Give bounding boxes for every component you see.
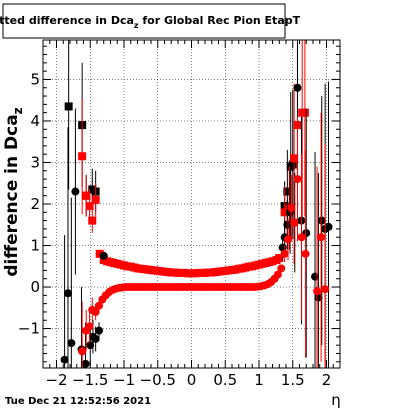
- x-tick-label: −1: [113, 371, 135, 389]
- data-point-square: [88, 216, 97, 225]
- data-point-circle: [287, 204, 296, 213]
- svg-text:Fitted difference in Dcaz for: Fitted difference in Dcaz for Global Rec…: [0, 14, 301, 30]
- data-point-circle: [71, 187, 80, 196]
- data-point-circle: [277, 264, 286, 273]
- data-point-square: [95, 249, 104, 258]
- data-point-square: [300, 108, 309, 117]
- data-point-circle: [321, 285, 330, 294]
- data-point-circle: [283, 220, 292, 229]
- y-tick-label: 2: [30, 195, 40, 213]
- svg-text:difference in Dcaz: difference in Dcaz: [2, 107, 25, 276]
- x-tick-label: 2: [322, 371, 332, 389]
- data-point-circle: [317, 216, 326, 225]
- data-point-square: [78, 152, 87, 161]
- data-point-circle: [297, 233, 306, 242]
- data-point-square: [283, 187, 292, 196]
- data-point-circle: [67, 339, 76, 348]
- y-axis-label-sub: z: [11, 107, 25, 114]
- y-tick-label: 5: [30, 70, 40, 88]
- x-axis-label: η: [331, 391, 341, 409]
- series-1: [78, 40, 309, 278]
- y-tick-label: −1: [18, 320, 40, 338]
- series-3: [78, 112, 330, 368]
- title-tail: for Global Rec Pion EtapT: [139, 14, 301, 27]
- title-main: Fitted difference in Dca: [0, 14, 134, 27]
- data-point-circle: [63, 289, 72, 298]
- y-axis-label-main: difference in Dca: [2, 114, 22, 276]
- data-point-circle: [86, 341, 95, 350]
- y-tick-label: 3: [30, 153, 40, 171]
- data-point-circle: [293, 175, 302, 184]
- data-point-circle: [280, 249, 289, 258]
- title-box: [2, 3, 286, 39]
- data-point-circle: [95, 326, 104, 335]
- data-point-circle: [85, 322, 94, 331]
- x-tick-label: 1: [254, 371, 264, 389]
- title-sub: z: [134, 21, 139, 30]
- data-point-square: [290, 154, 299, 163]
- data-point-circle: [313, 287, 322, 296]
- series-0: [64, 40, 297, 242]
- data-point-square: [280, 208, 289, 217]
- x-tick-label: −2: [45, 371, 67, 389]
- data-point-square: [275, 253, 284, 262]
- chart-title: Fitted difference in Dcaz for Global Rec…: [0, 3, 301, 39]
- x-tick-label: 1.5: [281, 371, 305, 389]
- data-point-circle: [301, 249, 310, 258]
- data-point-circle: [91, 307, 100, 316]
- x-tick-label: 0.5: [213, 371, 237, 389]
- data-point-circle: [314, 293, 323, 302]
- data-point-circle: [99, 251, 108, 260]
- data-point-circle: [311, 272, 320, 281]
- axes: −2 −1.5 −1 −0.5 0 0.5 1 1.5 2 −1 0 1 2 3 4 5: [18, 39, 341, 389]
- data-point-circle: [81, 359, 90, 368]
- data-point-circle: [290, 218, 299, 227]
- x-tick-label: −1.5: [72, 371, 108, 389]
- y-tick-label: 1: [30, 237, 40, 255]
- data-point-square: [91, 195, 100, 204]
- data-point-circle: [324, 222, 333, 231]
- data-point-square: [288, 160, 297, 169]
- data-point-circle: [293, 83, 302, 92]
- x-tick-label: −0.5: [140, 371, 176, 389]
- data-point-square: [64, 102, 73, 111]
- data-point-circle: [60, 355, 69, 364]
- y-tick-label: 0: [30, 278, 40, 296]
- x-tick-label: 0: [187, 371, 197, 389]
- timestamp: Tue Dec 21 12:52:56 2021: [5, 396, 151, 407]
- data-point-square: [85, 202, 94, 211]
- data-point-square: [82, 191, 91, 200]
- data-series: [60, 40, 333, 368]
- data-point-circle: [91, 334, 100, 343]
- data-point-circle: [78, 347, 87, 356]
- data-point-square: [268, 257, 277, 266]
- y-axis-label: difference in Dcaz: [2, 107, 25, 276]
- data-point-circle: [95, 301, 104, 310]
- y-tick-label: 4: [30, 112, 40, 130]
- data-point-circle: [317, 233, 326, 242]
- data-point-circle: [273, 270, 282, 279]
- data-point-circle: [284, 235, 293, 244]
